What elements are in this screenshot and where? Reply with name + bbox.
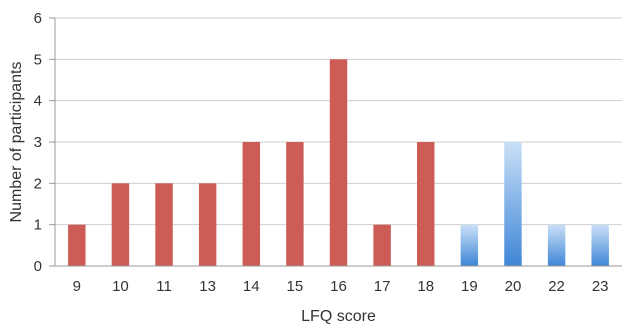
x-tick-label-14: 14 (243, 278, 260, 295)
bar-13 (198, 183, 217, 266)
x-tick-label-10: 10 (112, 278, 129, 295)
bar-19 (460, 224, 479, 266)
bar-20 (504, 142, 522, 266)
bar-15 (286, 142, 304, 266)
bars (68, 59, 609, 267)
x-tick-label-20: 20 (505, 278, 522, 295)
y-tick-label-1: 1 (34, 217, 42, 234)
y-tick-label-4: 4 (34, 93, 42, 110)
bar-14 (242, 142, 260, 266)
axes (49, 17, 622, 267)
bar-22 (547, 224, 566, 266)
y-tick-label-2: 2 (34, 175, 42, 192)
x-tick-label-17: 17 (374, 278, 391, 295)
y-tick-label-5: 5 (34, 51, 42, 68)
bar-10 (111, 183, 130, 266)
x-tick-label-23: 23 (592, 278, 609, 295)
x-tick-label-15: 15 (287, 278, 304, 295)
y-tick-label-6: 6 (34, 10, 42, 27)
x-tick-label-19: 19 (461, 278, 478, 295)
bar-23 (591, 224, 609, 266)
bar-11 (155, 183, 173, 266)
x-tick-label-18: 18 (417, 278, 434, 295)
bar-9 (68, 224, 86, 266)
bar-17 (373, 224, 391, 266)
bar-18 (417, 142, 435, 266)
x-tick-label-11: 11 (156, 278, 172, 295)
y-tick-label-0: 0 (34, 258, 42, 275)
x-axis-title: LFQ score (301, 308, 376, 325)
bar-16 (329, 59, 348, 267)
y-axis-title: Number of participants (8, 62, 25, 223)
x-tick-label-22: 22 (548, 278, 565, 295)
x-tick-label-16: 16 (330, 278, 347, 295)
x-tick-label-13: 13 (199, 278, 216, 295)
x-tick-label-9: 9 (73, 278, 81, 295)
y-tick-label-3: 3 (34, 134, 42, 151)
